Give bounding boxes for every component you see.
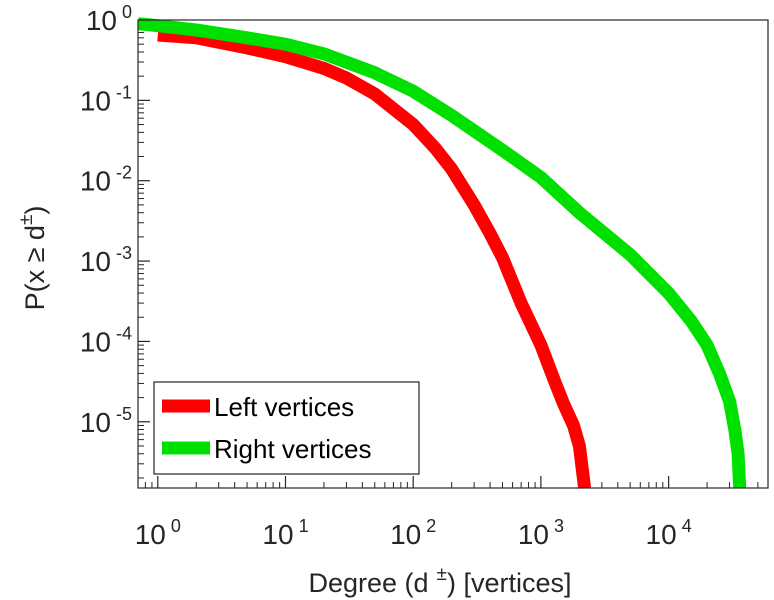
legend-box: [153, 381, 420, 475]
legend-label-right-vertices: Right vertices: [214, 434, 372, 464]
x-tick-label: 10 3: [518, 516, 564, 550]
x-axis-label-sup: ±: [437, 564, 447, 585]
legend-label-left-vertices: Left vertices: [214, 392, 354, 422]
x-axis-label-suffix: ) [vertices]: [447, 568, 572, 598]
x-tick-label: 10 0: [135, 516, 181, 550]
series-line-left-vertices: [157, 28, 592, 489]
y-axis-label-sup: ±: [16, 215, 37, 225]
y-tick-label: 10 -1: [80, 82, 132, 116]
x-tick-label: 10 1: [262, 516, 308, 550]
major-ticks: [138, 19, 670, 488]
y-axis-label-suffix: ): [20, 206, 50, 215]
series-line-right-vertices: [137, 17, 747, 489]
y-tick-label: 10 0: [86, 2, 132, 36]
x-axis-label-prefix: Degree (d: [308, 568, 428, 598]
x-tick-label: 10 4: [646, 516, 692, 550]
y-tick-label: 10 -3: [80, 243, 132, 277]
legend: Left vertices Right vertices: [153, 381, 420, 475]
x-axis-label: Degree (d ±) [vertices]: [308, 564, 571, 598]
y-axis-label-prefix: P(x ≥ d: [20, 225, 50, 310]
y-tick-label: 10 -2: [80, 163, 132, 197]
x-tick-labels: 10 0 10 1 10 2 10 3 10 4: [135, 516, 692, 550]
y-axis-label: P(x ≥ d±): [16, 206, 50, 311]
y-tick-label: 10 -4: [80, 323, 132, 357]
x-tick-label: 10 2: [390, 516, 436, 550]
series-lines: [137, 17, 747, 489]
plot-area-frame: [137, 19, 769, 489]
y-tick-label: 10 -5: [80, 404, 132, 438]
